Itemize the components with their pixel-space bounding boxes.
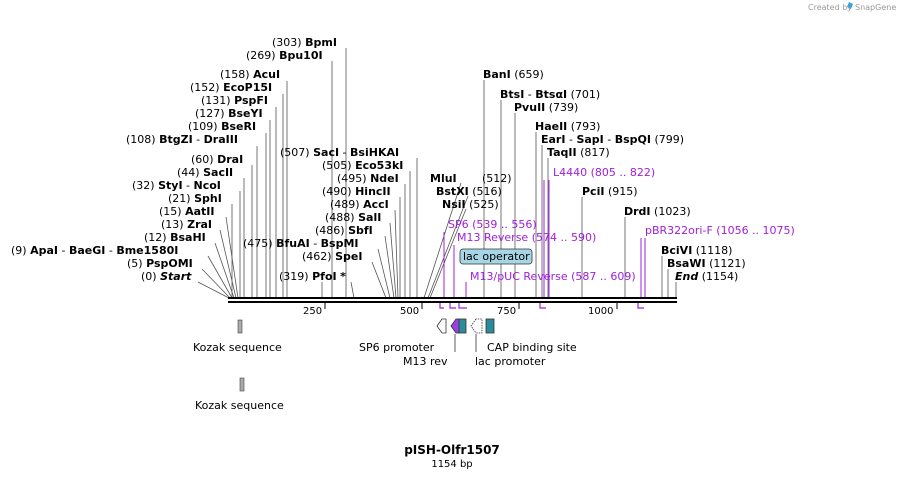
primer-m13-reverse: M13 Reverse (574 .. 590) [457, 231, 596, 244]
svg-text:(60) DraI: (60) DraI [191, 153, 243, 166]
site-connectors [197, 48, 677, 299]
tick-marks [324, 303, 618, 309]
svg-text:(512): (512) [482, 172, 512, 185]
svg-text:(462) SpeI: (462) SpeI [302, 250, 362, 263]
svg-text:(13) ZraI: (13) ZraI [161, 218, 212, 231]
svg-text:BciVI (1118): BciVI (1118) [661, 244, 732, 257]
svg-text:(505) Eco53kI: (505) Eco53kI [322, 159, 403, 172]
svg-text:(12) BsaHI: (12) BsaHI [144, 231, 206, 244]
svg-text:(127) BseYI: (127) BseYI [195, 107, 263, 120]
svg-text:BtsI - BtsαI (701): BtsI - BtsαI (701) [500, 88, 600, 101]
lac-operator: lac operator [459, 248, 533, 265]
snapgene-logo-icon [847, 2, 853, 9]
lac-operator-glyph [458, 318, 467, 334]
svg-text:BstXI (516): BstXI (516) [436, 185, 502, 198]
svg-text:MluI: MluI [430, 172, 457, 185]
svg-text:NsiI (525): NsiI (525) [442, 198, 499, 211]
primer-connectors [443, 180, 646, 298]
feature-lac-promoter: lac promoter [475, 355, 546, 368]
svg-text:750: 750 [497, 306, 516, 317]
primer-l4440: L4440 (805 .. 822) [553, 166, 655, 179]
svg-text:(32) StyI - NcoI: (32) StyI - NcoI [132, 179, 221, 192]
svg-text:PvuII (739): PvuII (739) [514, 101, 578, 114]
primer-m13-puc-reverse: M13/pUC Reverse (587 .. 609) [470, 270, 636, 283]
kozak-sequence-1 [237, 319, 243, 334]
svg-text:(131) PspFI: (131) PspFI [201, 94, 268, 107]
svg-text:(5) PspOMI: (5) PspOMI [127, 257, 193, 270]
svg-text:(158) AcuI: (158) AcuI [220, 68, 280, 81]
credit-brand: SnapGene [855, 3, 896, 12]
svg-text:(152) EcoP15I: (152) EcoP15I [190, 81, 272, 94]
svg-text:(475) BfuAI - BspMI: (475) BfuAI - BspMI [243, 237, 359, 250]
site-labels-right: BanI (659) BtsI - BtsαI (701) PvuII (739… [483, 68, 746, 283]
svg-text:PciI (915): PciI (915) [582, 185, 638, 198]
site-labels-middle: (507) SacI - BsiHKAI (505) Eco53kI (495)… [243, 146, 512, 283]
svg-text:(319) PfoI *: (319) PfoI * [279, 270, 346, 283]
feature-kozak-2: Kozak sequence [195, 399, 284, 412]
feature-cap-binding-site: CAP binding site [487, 341, 577, 354]
feature-m13-rev: M13 rev [403, 355, 448, 368]
svg-text:1000: 1000 [588, 306, 613, 317]
kozak-sequence-2 [239, 377, 245, 392]
svg-text:250: 250 [303, 306, 322, 317]
svg-text:End (1154): End (1154) [675, 270, 738, 283]
svg-text:BanI (659): BanI (659) [483, 68, 544, 81]
svg-text:HaeII (793): HaeII (793) [535, 120, 600, 133]
feature-sp6-promoter: SP6 promoter [359, 341, 435, 354]
feature-connectors [454, 334, 477, 352]
primer-sp6: SP6 (539 .. 556) [448, 218, 537, 231]
svg-text:(303) BpmI: (303) BpmI [272, 36, 337, 49]
sp6-promoter-arrow-icon [436, 318, 447, 334]
svg-text:lac operator: lac operator [463, 250, 530, 263]
feature-kozak-1: Kozak sequence [193, 341, 282, 354]
svg-text:(490) HincII: (490) HincII [322, 185, 391, 198]
primer-labels: L4440 (805 .. 822) SP6 (539 .. 556) M13 … [448, 166, 795, 283]
credit-prefix: Created by [808, 3, 852, 12]
svg-text:(21) SphI: (21) SphI [168, 192, 222, 205]
svg-text:(507) SacI - BsiHKAI: (507) SacI - BsiHKAI [280, 146, 399, 159]
svg-text:(269) Bpu10I: (269) Bpu10I [246, 49, 323, 62]
plasmid-name: pISH-Olfr1507 [404, 443, 500, 457]
svg-text:(488) SalI: (488) SalI [325, 211, 381, 224]
svg-text:(486) SbfI: (486) SbfI [315, 224, 373, 237]
cap-binding-site-glyph [485, 318, 495, 334]
site-labels-left: (303) BpmI (269) Bpu10I (158) AcuI (152)… [11, 36, 337, 283]
primer-pbr322ori-f: pBR322ori-F (1056 .. 1075) [645, 224, 795, 237]
svg-text:DrdI (1023): DrdI (1023) [624, 205, 691, 218]
primer-brackets [439, 303, 644, 309]
svg-text:(15) AatII: (15) AatII [159, 205, 214, 218]
svg-text:(9) ApaI - BaeGI - Bme1580I: (9) ApaI - BaeGI - Bme1580I [11, 244, 178, 257]
svg-text:EarI - SapI - BspQI (799): EarI - SapI - BspQI (799) [541, 133, 684, 146]
tick-labels: 250 500 750 1000 [303, 306, 613, 317]
svg-text:TaqII (817): TaqII (817) [547, 146, 610, 159]
svg-text:(109) BseRI: (109) BseRI [188, 120, 256, 133]
svg-text:(489) AccI: (489) AccI [330, 198, 389, 211]
lac-promoter-arrow-icon [470, 318, 483, 334]
svg-text:BsaWI (1121): BsaWI (1121) [667, 257, 746, 270]
svg-text:(495) NdeI: (495) NdeI [337, 172, 399, 185]
sequence-backbone [228, 297, 677, 303]
svg-text:(0) Start: (0) Start [141, 270, 192, 283]
svg-text:(44) SacII: (44) SacII [177, 166, 233, 179]
svg-text:(108) BtgZI - DraIII: (108) BtgZI - DraIII [126, 133, 238, 146]
plasmid-length: 1154 bp [431, 459, 472, 470]
svg-text:500: 500 [400, 306, 419, 317]
